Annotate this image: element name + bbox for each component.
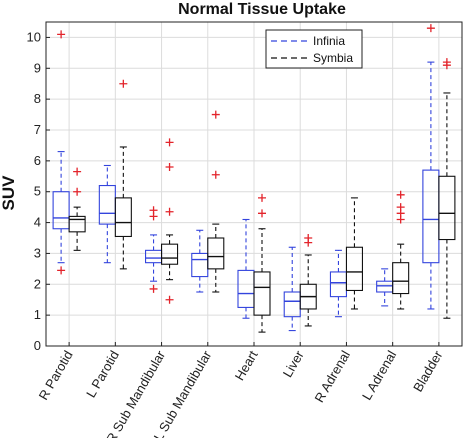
outlier-point xyxy=(211,110,220,119)
box-infinia xyxy=(329,249,347,318)
outlier-point xyxy=(57,266,66,275)
box-symbia xyxy=(207,110,225,293)
box-symbia xyxy=(68,167,86,251)
x-tick-label: Heart xyxy=(232,348,261,383)
outlier-point xyxy=(396,215,405,224)
legend-box xyxy=(265,29,363,69)
box-iqr xyxy=(345,246,363,292)
outlier-point xyxy=(211,170,220,179)
box-iqr xyxy=(237,269,255,308)
y-tick-label: 0 xyxy=(34,338,41,353)
y-tick-label: 3 xyxy=(34,245,41,260)
legend-label-infinia: Infinia xyxy=(313,34,345,48)
chart-title: Normal Tissue Uptake xyxy=(178,1,346,18)
box-iqr xyxy=(376,280,394,293)
box-symbia xyxy=(438,58,456,319)
box-iqr xyxy=(283,291,301,318)
x-tick-label: L Adrenal xyxy=(359,348,399,403)
y-tick-label: 4 xyxy=(34,215,41,230)
box-symbia xyxy=(299,234,317,327)
box-infinia xyxy=(376,268,394,307)
outlier-point xyxy=(426,24,435,33)
box-infinia xyxy=(191,229,209,293)
box-symbia xyxy=(253,193,271,333)
x-tick-label: L Parotid xyxy=(83,348,122,400)
x-tick-label: R Parotid xyxy=(36,348,76,402)
x-tick-label: R Adrenal xyxy=(312,348,354,405)
y-tick-label: 6 xyxy=(34,153,41,168)
box-iqr xyxy=(161,243,179,265)
y-tick-label: 10 xyxy=(27,29,41,44)
legend: Infinia Symbia xyxy=(265,29,363,69)
y-tick-label: 1 xyxy=(34,307,41,322)
box-iqr xyxy=(253,271,271,316)
outlier-point xyxy=(304,238,313,247)
box-infinia xyxy=(98,164,116,264)
outlier-point xyxy=(57,30,66,39)
box-infinia xyxy=(422,24,440,310)
outlier-point xyxy=(119,79,128,88)
box-iqr xyxy=(207,237,225,270)
box-symbia xyxy=(161,138,179,304)
outlier-point xyxy=(258,209,266,218)
outlier-point xyxy=(165,163,174,172)
box-infinia xyxy=(237,218,255,319)
x-tick-label: Liver xyxy=(280,347,307,379)
box-groups xyxy=(52,24,456,333)
box-iqr xyxy=(52,191,70,230)
box-iqr xyxy=(68,215,86,233)
box-symbia xyxy=(114,79,132,270)
y-axis-ticks: 0 1 2 3 4 5 6 7 8 9 10 xyxy=(27,29,50,353)
y-tick-label: 7 xyxy=(34,122,41,137)
outlier-point xyxy=(73,187,82,196)
outlier-point xyxy=(149,212,158,221)
outlier-point xyxy=(396,190,405,199)
outlier-point xyxy=(73,167,82,176)
outlier-point xyxy=(165,295,174,304)
box-iqr xyxy=(422,169,440,264)
x-tick-label: Bladder xyxy=(410,347,446,394)
box-symbia xyxy=(345,197,363,310)
outlier-point xyxy=(442,61,451,70)
outlier-point xyxy=(149,284,158,293)
y-tick-label: 8 xyxy=(34,91,41,106)
outlier-point xyxy=(165,138,174,147)
box-iqr xyxy=(438,175,456,241)
y-axis-label: SUV xyxy=(0,175,18,211)
y-tick-label: 2 xyxy=(34,276,41,291)
y-tick-label: 9 xyxy=(34,60,41,75)
box-iqr xyxy=(191,252,209,278)
legend-label-symbia: Symbia xyxy=(313,51,353,65)
box-symbia xyxy=(392,190,410,310)
box-iqr xyxy=(392,262,410,295)
box-iqr xyxy=(114,197,132,238)
outlier-point xyxy=(258,193,266,202)
box-infinia xyxy=(52,30,70,275)
box-infinia xyxy=(145,206,163,293)
outlier-point xyxy=(165,207,174,216)
box-infinia xyxy=(283,246,301,332)
y-tick-label: 5 xyxy=(34,184,41,199)
box-iqr xyxy=(145,249,163,264)
